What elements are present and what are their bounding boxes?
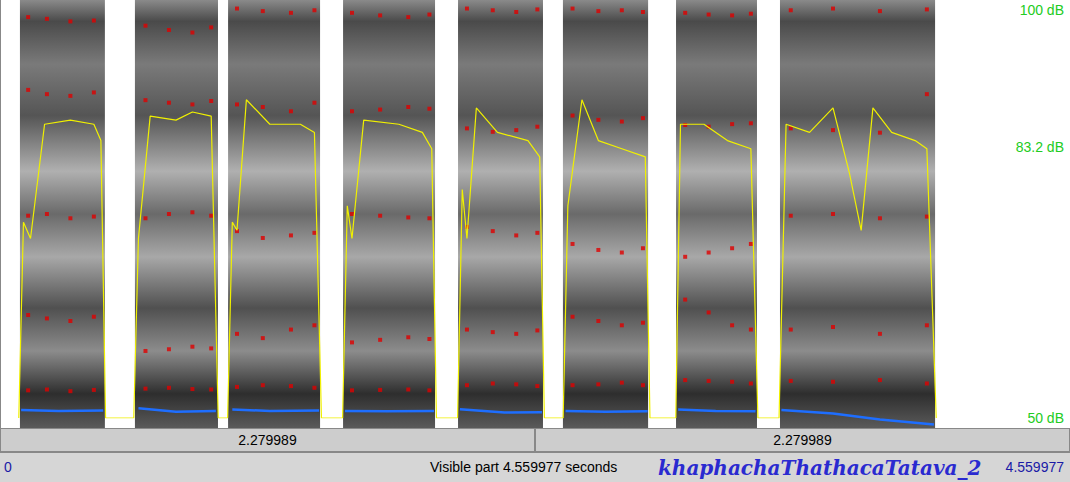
html-text:khaphachaThathacaTatava_2: khaphachaThathacaTatava_2 [658,456,982,480]
html-text:0: 0 [4,459,12,475]
html-text:4.559977: 4.559977 [1005,459,1064,475]
html-text:2.279989: 2.279989 [238,432,297,448]
svg-text:83.2 dB: 83.2 dB [1016,139,1064,155]
svg-text:100 dB: 100 dB [1020,2,1064,18]
svg-text:50 dB: 50 dB [1027,410,1064,426]
html-text:2.279989: 2.279989 [773,432,832,448]
html-text:Visible part 4.559977 seconds: Visible part 4.559977 seconds [430,459,618,475]
